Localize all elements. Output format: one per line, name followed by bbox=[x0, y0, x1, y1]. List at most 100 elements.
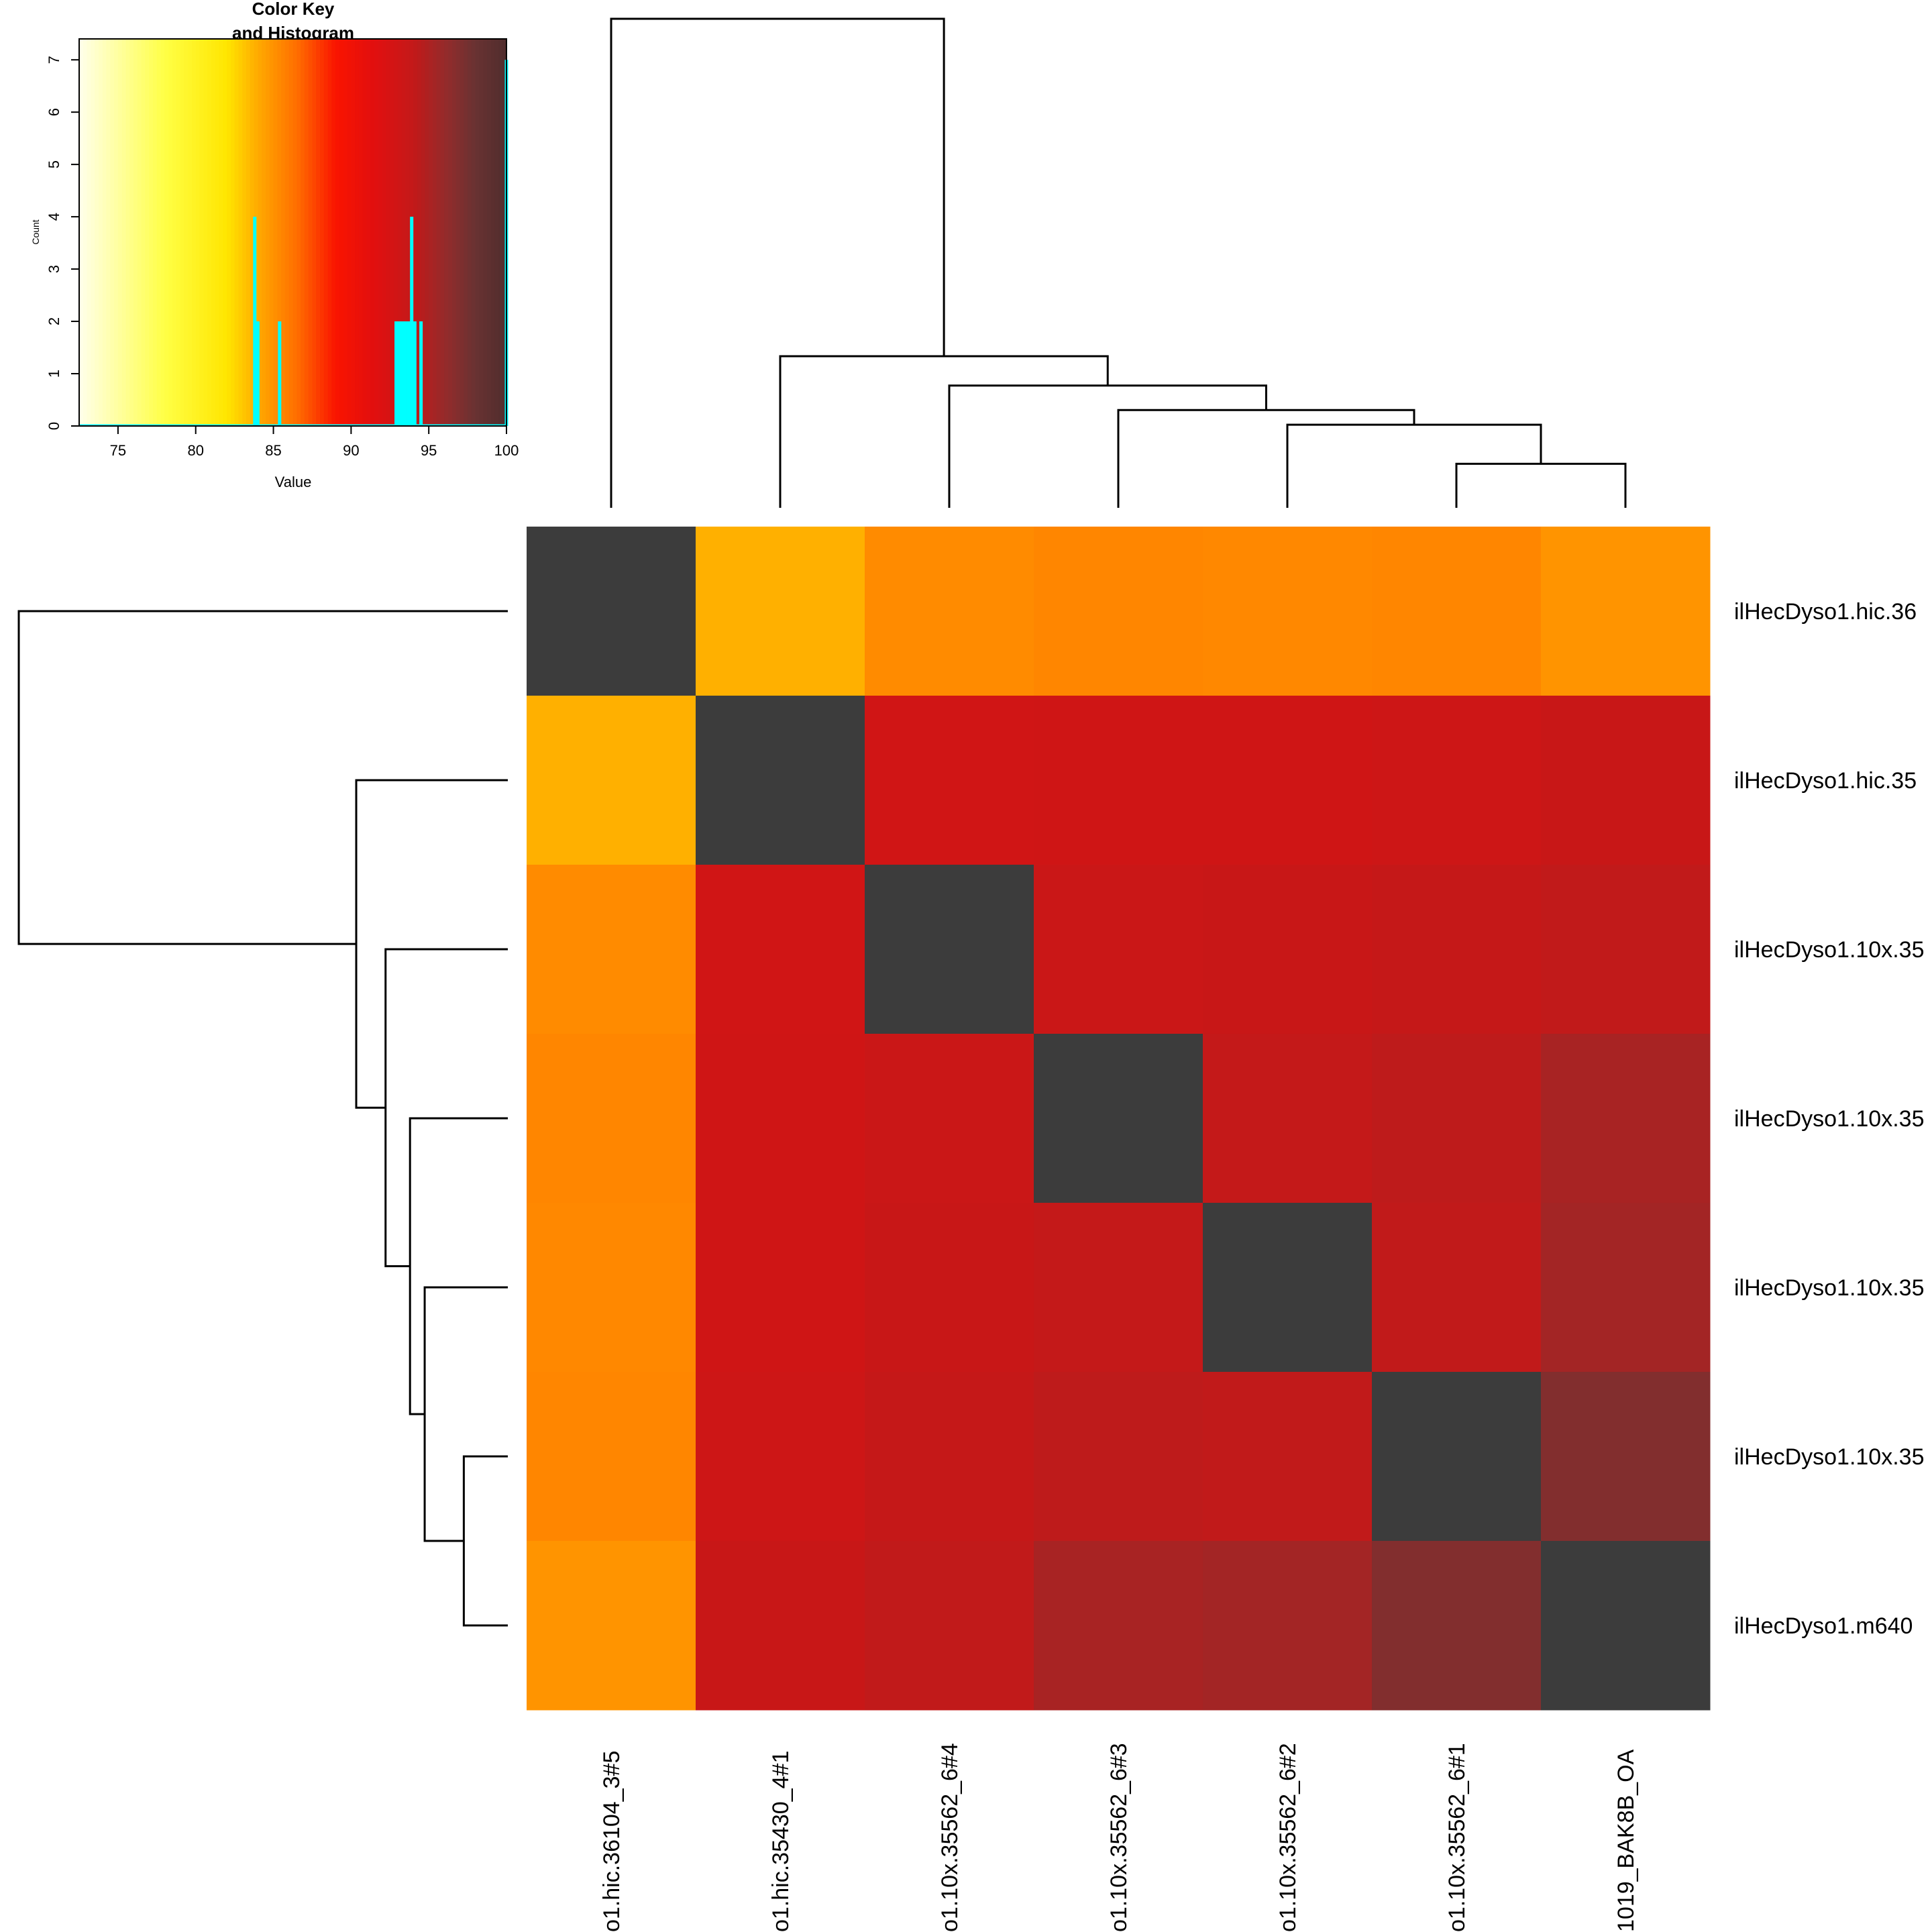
color-key-frame bbox=[78, 38, 507, 427]
heatmap-cell bbox=[696, 1203, 865, 1373]
color-key-band bbox=[444, 39, 449, 426]
color-key-band bbox=[277, 39, 282, 426]
color-key-y-tick-label: 4 bbox=[46, 213, 62, 221]
heatmap-cell bbox=[1541, 1541, 1711, 1711]
heatmap-cell bbox=[865, 1372, 1034, 1542]
column-dendrogram-branch bbox=[1455, 462, 1627, 508]
heatmap-cell bbox=[865, 696, 1034, 865]
heatmap-cell bbox=[1541, 1034, 1711, 1203]
color-key-band bbox=[394, 39, 398, 426]
color-key-band bbox=[312, 39, 317, 426]
heatmap-cell bbox=[527, 1203, 696, 1373]
heatmap-cell bbox=[1541, 865, 1711, 1034]
color-key-band bbox=[378, 39, 383, 426]
heatmap-cell bbox=[696, 696, 865, 865]
heatmap-cell bbox=[696, 1372, 865, 1542]
row-dendrogram-branch bbox=[423, 1286, 508, 1542]
heatmap-cell bbox=[527, 1034, 696, 1203]
color-key-band bbox=[250, 39, 255, 426]
heatmap-cell bbox=[1034, 865, 1203, 1034]
color-key-band bbox=[494, 39, 500, 426]
color-key-y-tick-label: 5 bbox=[46, 160, 62, 168]
color-key-y-tick-label: 6 bbox=[46, 108, 62, 116]
color-key-band bbox=[421, 39, 425, 426]
color-key-band bbox=[343, 39, 348, 426]
color-key-band bbox=[436, 39, 441, 426]
color-key-band bbox=[471, 39, 476, 426]
color-key-band bbox=[137, 39, 142, 426]
heatmap-cell bbox=[1034, 1372, 1203, 1542]
heatmap-cell bbox=[1372, 865, 1542, 1034]
color-key-band bbox=[301, 39, 305, 426]
color-key-y-tick-label: 0 bbox=[46, 422, 62, 430]
heatmap-cell bbox=[696, 865, 865, 1034]
color-key-band bbox=[246, 39, 251, 426]
color-key-band bbox=[479, 39, 484, 426]
color-key-band bbox=[316, 39, 321, 426]
heatmap-cell bbox=[865, 1034, 1034, 1203]
color-key-histogram-bar bbox=[253, 217, 257, 426]
color-key-band bbox=[153, 39, 158, 426]
color-key-band bbox=[172, 39, 177, 426]
row-dendrogram-branch bbox=[384, 948, 508, 1267]
color-key-band bbox=[382, 39, 387, 426]
color-key-band bbox=[265, 39, 270, 426]
color-key-band bbox=[327, 39, 333, 426]
color-key-band bbox=[490, 39, 496, 426]
color-key-histogram-bar bbox=[397, 321, 401, 426]
row-dendrogram-branch bbox=[462, 1455, 508, 1627]
color-key-band bbox=[191, 39, 197, 426]
color-key-band bbox=[487, 39, 492, 426]
column-dendrogram bbox=[610, 17, 1627, 508]
column-label: o1.hic.36104_3#5 bbox=[599, 1751, 625, 1932]
color-key-band bbox=[211, 39, 216, 426]
color-key-band bbox=[91, 39, 95, 426]
color-key-band bbox=[223, 39, 227, 426]
color-key-x-tick-label: 80 bbox=[187, 442, 203, 459]
color-key-band bbox=[98, 39, 103, 426]
color-key-histogram-bar bbox=[407, 321, 411, 426]
heatmap-cell bbox=[1203, 527, 1373, 696]
color-key-histogram-bar bbox=[278, 321, 282, 426]
color-key-band bbox=[366, 39, 371, 426]
color-key-band bbox=[358, 39, 364, 426]
color-key-x-tick-label: 90 bbox=[343, 442, 359, 459]
color-key-y-tick-label: 7 bbox=[46, 56, 62, 64]
color-key-y-axis: 0 1 2 3 4 5 6 7 bbox=[46, 56, 79, 430]
color-key-x-tick-label: 95 bbox=[421, 442, 437, 459]
color-key-band bbox=[362, 39, 368, 426]
color-key-band bbox=[304, 39, 309, 426]
color-key-band bbox=[448, 39, 453, 426]
heatmap-cell bbox=[865, 1203, 1034, 1373]
heatmap-cell bbox=[1034, 527, 1203, 696]
color-key-histogram-bar bbox=[256, 321, 260, 426]
heatmap-cell bbox=[1541, 527, 1711, 696]
color-key-band bbox=[87, 39, 91, 426]
color-key-band bbox=[215, 39, 220, 426]
color-key-band bbox=[207, 39, 212, 426]
color-key-band bbox=[401, 39, 407, 426]
column-dendrogram-branch bbox=[610, 17, 945, 508]
color-key-band bbox=[440, 39, 445, 426]
heatmap-cell bbox=[1203, 1372, 1373, 1542]
heatmap-cell bbox=[1372, 1372, 1542, 1542]
row-label: ilHecDyso1.hic.36 bbox=[1734, 599, 1917, 625]
heatmap-cell bbox=[527, 527, 696, 696]
color-key-band bbox=[95, 39, 99, 426]
color-key-band bbox=[227, 39, 231, 426]
column-label: 1019_BAK8B_OA bbox=[1613, 1749, 1639, 1932]
color-key-histogram-bar bbox=[419, 321, 423, 426]
color-key-band bbox=[188, 39, 193, 426]
heatmap-cell bbox=[1372, 696, 1542, 865]
row-label: ilHecDyso1.10x.35 bbox=[1734, 1275, 1924, 1301]
color-key-band bbox=[168, 39, 173, 426]
heatmap-cell bbox=[527, 696, 696, 865]
color-key-band bbox=[219, 39, 223, 426]
color-key-x-axis: 75 80 85 90 95 100 bbox=[110, 426, 519, 459]
color-key-band bbox=[397, 39, 402, 426]
column-dendrogram-branch bbox=[779, 355, 1109, 508]
color-key-histogram-bar bbox=[410, 217, 414, 426]
heatmap-cell bbox=[527, 865, 696, 1034]
color-key-band bbox=[460, 39, 464, 426]
